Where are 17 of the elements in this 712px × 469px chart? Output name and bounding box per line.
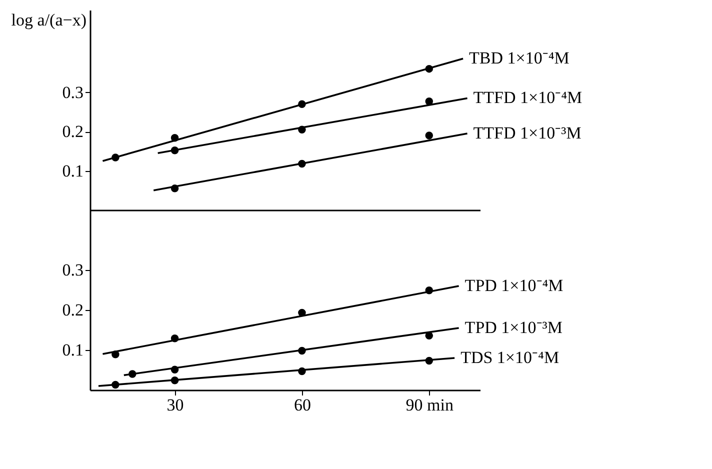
series-label: TDS 1×10⁻⁴M — [460, 348, 560, 367]
y-axis-title: log a/(a−x) — [11, 10, 86, 30]
y-tick-label: 0.1 — [62, 161, 84, 180]
x-tick-label: 60 — [294, 396, 311, 414]
y-tick-label: 0.3 — [62, 82, 84, 102]
x-tick-label: 30 — [166, 396, 184, 414]
series-label: TTFD 1×10⁻⁴M — [473, 88, 582, 108]
series-label: TBD 1×10⁻⁴M — [469, 48, 570, 68]
y-tick-label: 0.1 — [62, 340, 84, 360]
point — [425, 132, 434, 140]
series-label: TTFD 1×10⁻³M — [473, 124, 582, 143]
y-tick-label: 0.2 — [62, 122, 84, 142]
x-tick-label: 90 min — [406, 396, 454, 414]
y-tick-label: 0.2 — [62, 300, 84, 320]
y-tick-label: 0.3 — [62, 260, 84, 280]
series-label: TPD 1×10⁻⁴M — [464, 276, 564, 295]
series-label: TPD 1×10⁻³M — [464, 318, 562, 337]
